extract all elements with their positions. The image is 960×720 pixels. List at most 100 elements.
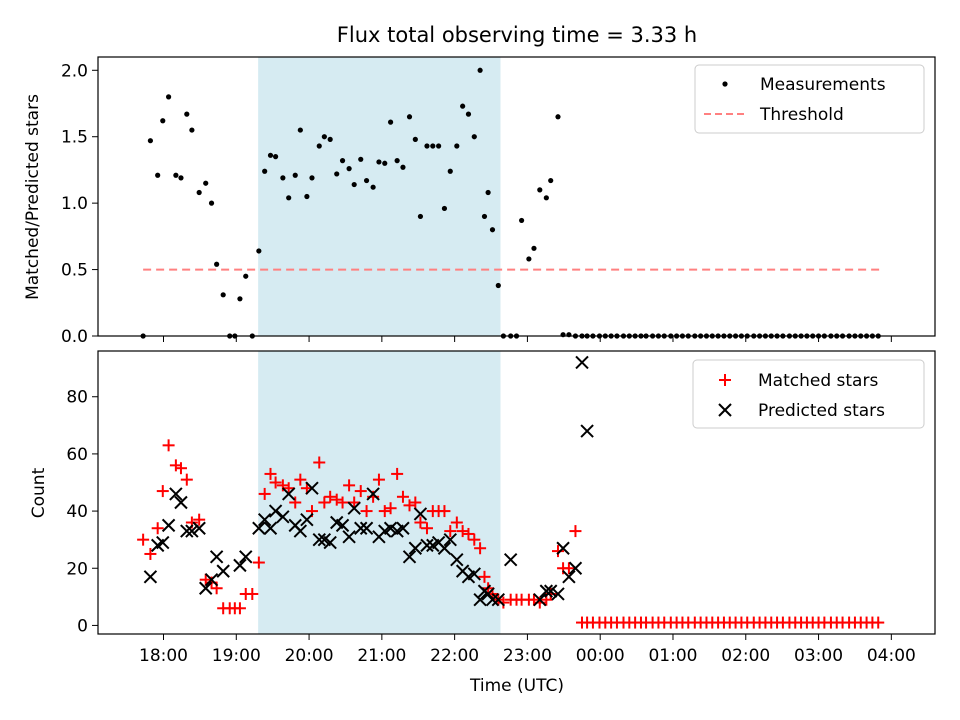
measurement-point — [214, 261, 220, 267]
predicted-star-point — [342, 530, 356, 544]
predicted-star-point — [539, 584, 554, 598]
matched-star-point — [348, 496, 361, 509]
predicted-star-point — [366, 487, 380, 501]
predicted-star-point — [276, 510, 290, 524]
bottom-legend: Matched stars Predicted stars — [692, 359, 925, 429]
measurement-point — [412, 136, 418, 142]
measurement-point — [441, 205, 448, 212]
measurement-point — [203, 180, 209, 186]
y-tick-label: 1.0 — [61, 194, 88, 214]
matched-star-point — [456, 525, 469, 538]
predicted-star-point — [233, 558, 247, 573]
predicted-star-point — [347, 501, 361, 515]
top-y-axis-label: Matched/Predicted stars — [23, 94, 43, 300]
matched-star-point — [872, 616, 885, 629]
x-tick-label: 23:00 — [503, 646, 552, 666]
top-panel-frame — [97, 56, 936, 337]
measurement-point — [297, 127, 303, 133]
predicted-star-point — [180, 524, 194, 538]
matched-star-point — [450, 516, 463, 529]
predicted-star-point — [192, 521, 206, 535]
observing-window-shade-bottom — [258, 351, 501, 634]
y-tick-label: 0.5 — [61, 261, 88, 281]
measurement-point — [286, 195, 292, 201]
predicted-star-point — [443, 532, 457, 547]
matched-star-point — [246, 587, 259, 600]
top-panel: 0.00.51.01.52.0 Matched/Predicted stars … — [23, 56, 936, 347]
measurement-point — [147, 138, 154, 144]
predicted-star-point — [420, 538, 434, 553]
measurement-point — [237, 296, 243, 302]
predicted-star-point — [556, 541, 570, 555]
predicted-star-point — [263, 521, 278, 535]
measurement-point — [262, 168, 268, 174]
predicted-star-point — [209, 550, 224, 564]
matched-star-point — [444, 525, 457, 538]
matched-star-point — [343, 479, 356, 492]
x-tick-label: 00:00 — [576, 646, 625, 666]
legend-matched-label: Matched stars — [758, 371, 878, 391]
predicted-star-point — [323, 535, 337, 550]
matched-star-point — [403, 499, 416, 512]
y-tick-label: 1.5 — [61, 128, 88, 148]
predicted-star-point — [143, 570, 158, 584]
predicted-star-point — [359, 521, 374, 535]
matched-star-point — [294, 473, 307, 486]
y-tick-label: 0 — [77, 616, 88, 636]
predicted-star-point — [544, 584, 558, 598]
matched-star-point — [252, 556, 265, 569]
predicted-star-point — [568, 561, 583, 575]
measurement-point — [531, 245, 537, 251]
measurement-point — [160, 118, 166, 124]
measurement-point — [382, 160, 388, 166]
measurement-point — [256, 248, 262, 254]
matched-star-point — [551, 545, 564, 558]
matched-star-point — [162, 439, 175, 452]
measurement-point — [339, 158, 346, 164]
chart-title: Flux total observing time = 3.33 h — [337, 23, 697, 47]
matched-star-point — [360, 505, 373, 518]
matched-star-point — [144, 547, 157, 560]
x-axis-label: Time (UTC) — [469, 676, 564, 696]
matched-star-point — [151, 522, 164, 535]
measurement-point — [351, 181, 357, 188]
predicted-star-point — [562, 570, 576, 584]
y-tick-label: 40 — [66, 502, 88, 522]
measurement-point — [189, 127, 195, 133]
measurement-point — [363, 177, 370, 184]
measurement-point — [280, 175, 286, 181]
predicted-star-point — [485, 592, 500, 607]
measurement-point — [454, 143, 460, 149]
measurement-point — [526, 256, 532, 262]
predicted-star-point — [575, 355, 589, 370]
predicted-star-point — [305, 481, 319, 495]
x-tick-label: 02:00 — [721, 646, 770, 666]
measurement-point — [400, 164, 406, 170]
predicted-star-point — [580, 424, 594, 438]
predicted-star-point — [533, 592, 547, 607]
y-tick-label: 60 — [66, 445, 88, 465]
matched-star-point — [372, 473, 385, 486]
legend-predicted-label: Predicted stars — [758, 401, 885, 421]
predicted-star-point — [300, 512, 314, 527]
bottom-panel: 0 20 40 60 80 18:00 19:00 20:00 21:00 22:00 23:00… — [29, 350, 936, 696]
x-tick-label: 03:00 — [794, 646, 843, 666]
predicted-star-point — [491, 592, 506, 607]
matched-star-point — [474, 542, 487, 555]
measurement-point — [495, 282, 501, 289]
measurement-point — [304, 193, 310, 200]
predicted-star-point — [402, 550, 417, 564]
measurement-point — [436, 143, 442, 149]
legend-measurements-label: Measurements — [760, 75, 886, 95]
matched-star-point — [527, 593, 540, 606]
measurement-point — [394, 158, 400, 164]
measurement-point — [555, 114, 561, 120]
predicted-star-point — [335, 518, 350, 533]
measurement-point — [196, 189, 202, 196]
matched-star-point — [409, 496, 422, 509]
predicted-star-point — [450, 552, 464, 567]
matched-star-point — [478, 570, 491, 583]
y-tick-label: 2.0 — [61, 61, 88, 81]
measurement-point — [471, 134, 477, 140]
